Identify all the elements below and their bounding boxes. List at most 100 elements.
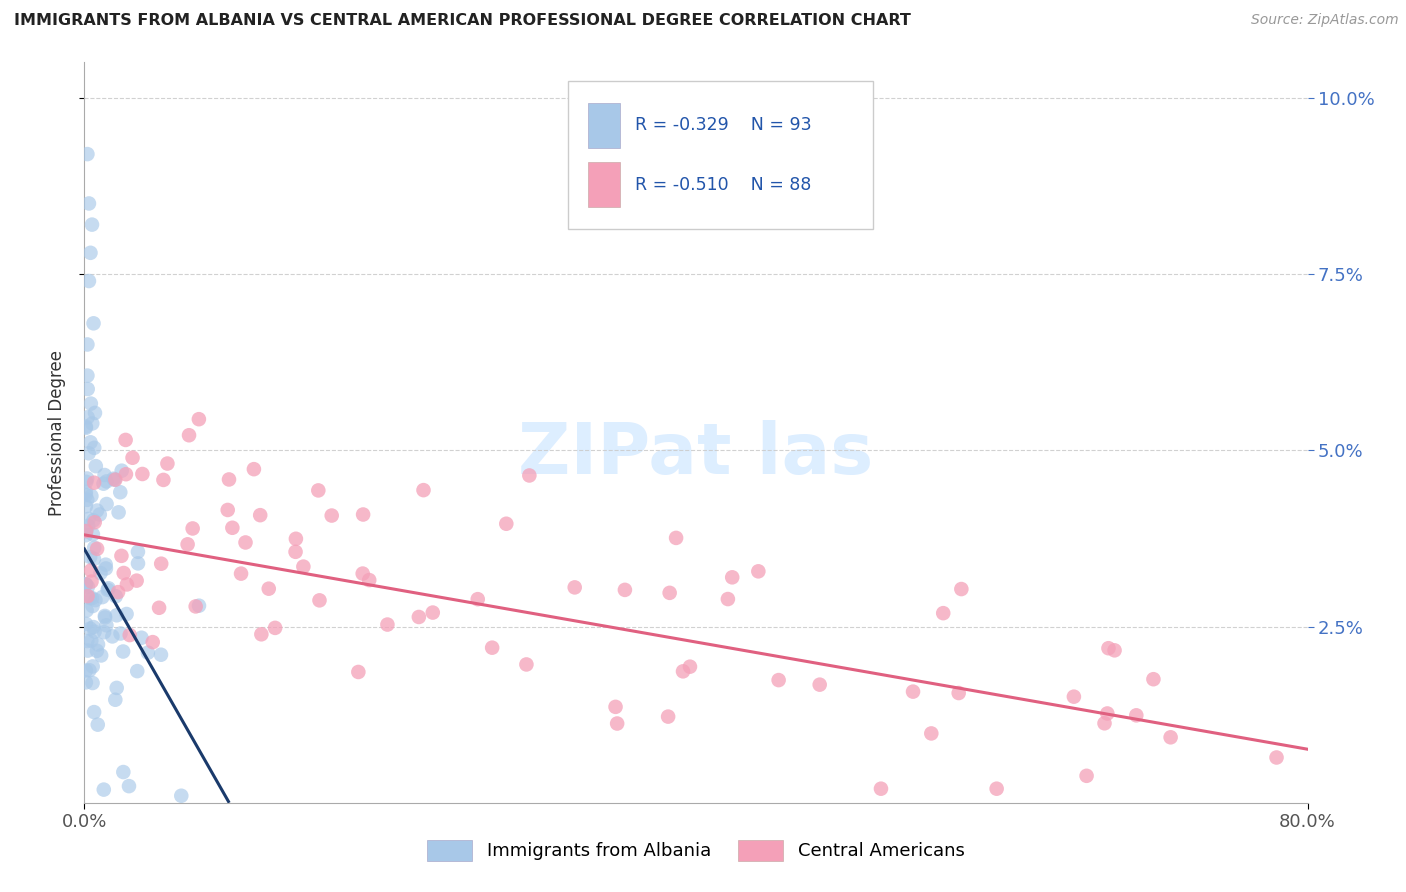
Point	[84, 459, 107, 474]
Point	[94, 558, 117, 572]
Point	[83, 624, 105, 639]
Point	[77, 580, 100, 594]
Point	[176, 537, 198, 551]
Point	[613, 582, 636, 597]
Point	[97, 581, 120, 595]
Point	[82, 527, 104, 541]
Point	[94, 610, 117, 624]
Point	[80, 591, 103, 606]
Point	[679, 659, 702, 673]
Point	[75, 421, 97, 435]
Point	[93, 782, 115, 797]
Point	[89, 508, 111, 522]
Point	[250, 627, 273, 641]
Point	[148, 600, 170, 615]
Point	[79, 245, 101, 260]
Point	[307, 483, 329, 498]
Point	[481, 640, 503, 655]
Point	[82, 417, 104, 431]
Point	[112, 765, 135, 780]
Point	[422, 606, 444, 620]
Point	[96, 497, 118, 511]
Point	[986, 781, 1008, 796]
Point	[249, 508, 271, 523]
Point	[131, 467, 153, 481]
Point	[82, 659, 104, 673]
Point	[93, 476, 115, 491]
Point	[717, 592, 740, 607]
Point	[408, 610, 430, 624]
Point	[75, 664, 97, 678]
Point	[82, 620, 104, 634]
Point	[84, 593, 107, 607]
Point	[747, 565, 769, 579]
Point	[412, 483, 434, 497]
Point	[79, 591, 101, 605]
Point	[150, 557, 173, 571]
Point	[75, 577, 97, 591]
Point	[112, 566, 135, 580]
Point	[76, 589, 98, 603]
Point	[76, 368, 98, 383]
Point	[870, 781, 893, 796]
Point	[127, 557, 149, 571]
Point	[94, 609, 117, 624]
Point	[79, 549, 101, 564]
Point	[83, 441, 105, 455]
Point	[91, 590, 114, 604]
Point	[76, 492, 98, 507]
Point	[101, 629, 124, 643]
Point	[188, 599, 211, 613]
Point	[75, 528, 97, 542]
Point	[235, 535, 257, 549]
Point	[217, 503, 239, 517]
Point	[77, 196, 100, 211]
Point	[115, 607, 138, 621]
Point	[82, 513, 104, 527]
Point	[352, 566, 374, 581]
Point	[79, 622, 101, 636]
Point	[1104, 643, 1126, 657]
Point	[80, 633, 103, 648]
Point	[1076, 769, 1098, 783]
Point	[1142, 672, 1164, 686]
Point	[110, 549, 132, 563]
Point	[94, 561, 117, 575]
Point	[152, 473, 174, 487]
Point	[136, 646, 159, 660]
Point	[107, 585, 129, 599]
Point	[79, 663, 101, 677]
Point	[76, 337, 98, 351]
Point	[121, 450, 143, 465]
Point	[110, 485, 132, 500]
Point	[96, 475, 118, 489]
Point	[1125, 708, 1147, 723]
Point	[1097, 706, 1119, 721]
Point	[76, 410, 98, 425]
Point	[950, 582, 973, 596]
Point	[115, 467, 138, 482]
Point	[127, 664, 149, 678]
Point	[125, 574, 148, 588]
FancyBboxPatch shape	[568, 81, 873, 229]
Text: Source: ZipAtlas.com: Source: ZipAtlas.com	[1251, 13, 1399, 28]
Point	[170, 789, 193, 803]
Point	[1097, 641, 1119, 656]
Point	[75, 675, 97, 690]
Point	[808, 678, 831, 692]
Point	[76, 147, 98, 161]
Point	[111, 464, 134, 478]
Point	[83, 516, 105, 530]
Point	[665, 531, 688, 545]
Point	[96, 618, 118, 632]
Point	[82, 676, 104, 690]
Point	[97, 582, 120, 597]
Point	[83, 316, 105, 330]
Point	[284, 545, 307, 559]
Point	[920, 726, 942, 740]
Point	[118, 628, 141, 642]
Point	[156, 457, 179, 471]
FancyBboxPatch shape	[588, 162, 620, 207]
Point	[75, 419, 97, 434]
Text: ZIPat las: ZIPat las	[519, 420, 873, 490]
